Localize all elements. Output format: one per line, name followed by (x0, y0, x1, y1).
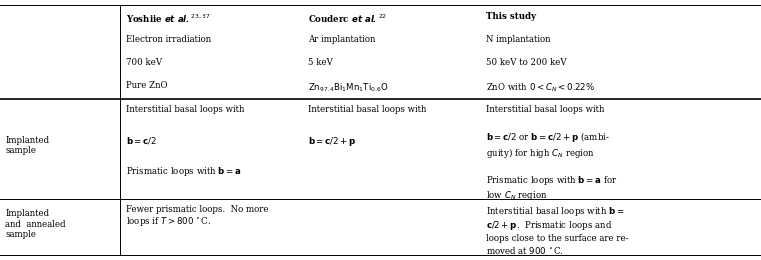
Text: $\mathbf{b} = \mathbf{c}/2$ or $\mathbf{b} = \mathbf{c}/2 + \mathbf{p}$ (ambi-
g: $\mathbf{b} = \mathbf{c}/2$ or $\mathbf{… (486, 130, 610, 160)
Text: Ar implantation: Ar implantation (308, 35, 376, 44)
Text: Pure ZnO: Pure ZnO (126, 81, 167, 90)
Text: $\mathbf{b} = \mathbf{c}/2$: $\mathbf{b} = \mathbf{c}/2$ (126, 135, 157, 146)
Text: Interstitial basal loops with: Interstitial basal loops with (308, 105, 427, 114)
Text: $\mathrm{Zn_{97.4}Bi_1Mn_1Ti_{0.6}O}$: $\mathrm{Zn_{97.4}Bi_1Mn_1Ti_{0.6}O}$ (308, 81, 389, 94)
Text: Couderc $\bfit{et}$ $\bfit{al.}$$^{22}$: Couderc $\bfit{et}$ $\bfit{al.}$$^{22}$ (308, 12, 387, 25)
Text: Fewer prismatic loops.  No more
loops if $T > 800\,^\circ$C.: Fewer prismatic loops. No more loops if … (126, 205, 268, 229)
Text: Interstitial basal loops with $\mathbf{b} =$
$\mathbf{c}/2 + \mathbf{p}$.  Prism: Interstitial basal loops with $\mathbf{b… (486, 205, 629, 256)
Text: ZnO with $0 < C_N < 0.22\%$: ZnO with $0 < C_N < 0.22\%$ (486, 81, 595, 94)
Text: 50 keV to 200 keV: 50 keV to 200 keV (486, 58, 567, 67)
Text: N implantation: N implantation (486, 35, 551, 44)
Text: Interstitial basal loops with: Interstitial basal loops with (486, 105, 605, 114)
Text: $\mathbf{b} = \mathbf{c}/2 + \mathbf{p}$: $\mathbf{b} = \mathbf{c}/2 + \mathbf{p}$ (308, 135, 357, 148)
Text: Implanted
sample: Implanted sample (5, 135, 49, 155)
Text: Interstitial basal loops with: Interstitial basal loops with (126, 105, 244, 114)
Text: This study: This study (486, 12, 537, 22)
Text: Electron irradiation: Electron irradiation (126, 35, 211, 44)
Text: Yoshiie $\bfit{et}$ $\bfit{al.}$$^{23,37}$: Yoshiie $\bfit{et}$ $\bfit{al.}$$^{23,37… (126, 12, 210, 25)
Text: Prismatic loops with $\mathbf{b} = \mathbf{a}$ for
low $C_N$ region: Prismatic loops with $\mathbf{b} = \math… (486, 174, 618, 202)
Text: Prismatic loops with $\mathbf{b} = \mathbf{a}$: Prismatic loops with $\mathbf{b} = \math… (126, 165, 241, 178)
Text: Implanted
and  annealed
sample: Implanted and annealed sample (5, 209, 66, 239)
Text: 700 keV: 700 keV (126, 58, 161, 67)
Text: 5 keV: 5 keV (308, 58, 333, 67)
